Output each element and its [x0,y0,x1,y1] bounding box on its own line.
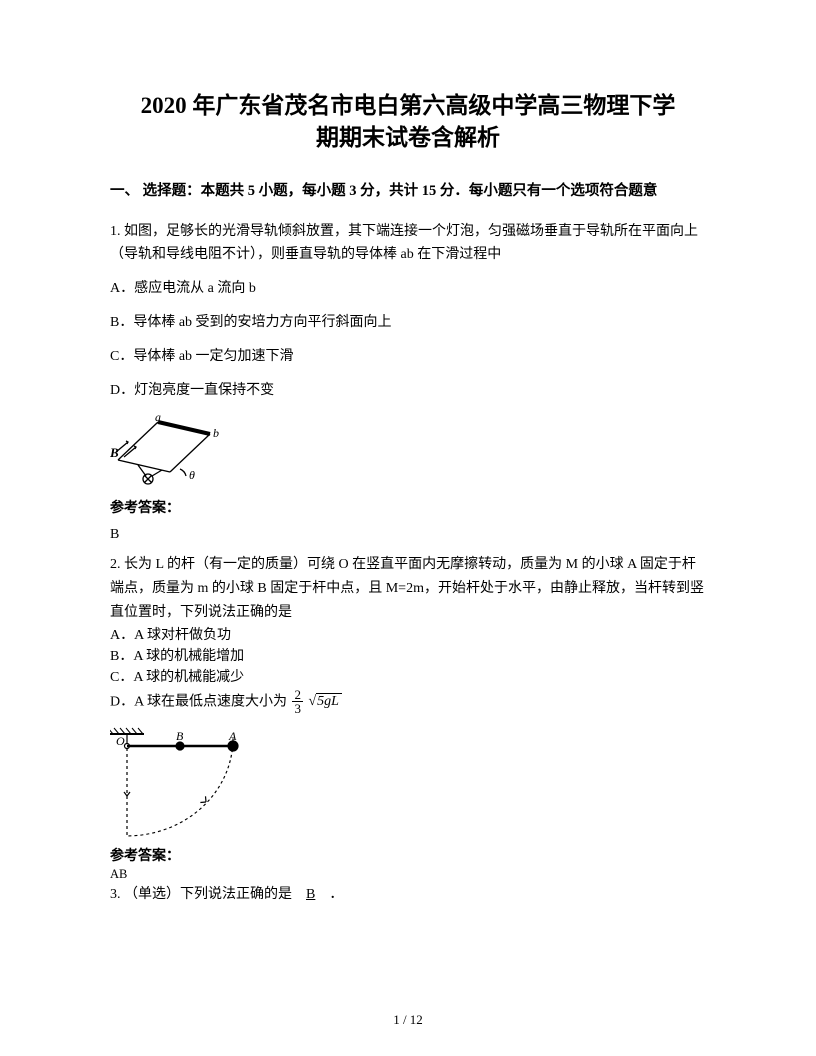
frac-num: 2 [292,688,303,703]
q2-stem: 2. 长为 L 的杆（有一定的质量）可绕 O 在竖直平面内无摩擦转动，质量为 M… [110,553,706,624]
q2-fig-label-O: O [116,734,125,748]
page-title: 2020 年广东省茂名市电白第六高级中学高三物理下学 期期末试卷含解析 [110,90,706,154]
page: 2020 年广东省茂名市电白第六高级中学高三物理下学 期期末试卷含解析 一、 选… [0,0,816,1056]
q1-fig-label-theta: θ [189,468,195,482]
q2-option-b: B．A 球的机械能增加 [110,646,706,667]
q1-stem: 1. 如图，足够长的光滑导轨倾斜放置，其下端连接一个灯泡，匀强磁场垂直于导轨所在… [110,220,706,268]
q1-answer: B [110,527,706,543]
q1-fig-label-B: B [110,445,119,460]
q2-fig-label-A: A [228,729,237,743]
q1-fig-label-a: a [155,412,161,424]
fraction-icon: 2 3 [292,688,303,716]
q3-stem: 3. （单选）下列说法正确的是 B ． [110,884,706,905]
radicand: 5gL [316,693,342,709]
title-line-1: 2020 年广东省茂名市电白第六高级中学高三物理下学 [141,93,676,118]
page-number: 1 / 12 [0,1012,816,1028]
q2-option-c: C．A 球的机械能减少 [110,667,706,688]
frac-den: 3 [292,702,303,716]
q1-option-d: D．灯泡亮度一直保持不变 [110,379,706,403]
q1-option-b: B．导体棒 ab 受到的安培力方向平行斜面向上 [110,311,706,335]
q2-answer-label: 参考答案： [110,845,706,865]
q2-option-a: A．A 球对杆做负功 [110,625,706,646]
q2-option-d-prefix: D．A 球在最低点速度大小为 [110,694,287,709]
q2-formula: 2 3 √5gL [290,688,341,716]
q2-fig-label-B: B [176,729,184,743]
q2-figure: O B A [110,726,706,841]
q1-figure: B a b θ [110,412,706,487]
q1-answer-label: 参考答案： [110,497,706,517]
q1-fig-label-b: b [213,426,219,440]
title-line-2: 期期末试卷含解析 [316,125,500,150]
section-header: 一、 选择题：本题共 5 小题，每小题 3 分，共计 15 分．每小题只有一个选… [110,180,706,203]
q1-option-a: A．感应电流从 a 流向 b [110,277,706,301]
q3-stem-suffix: ． [315,887,343,902]
q1-option-c: C．导体棒 ab 一定匀加速下滑 [110,345,706,369]
q2-answer: AB [110,865,706,884]
q3-stem-prefix: 3. （单选）下列说法正确的是 [110,887,306,902]
sqrt-icon: √5gL [308,691,341,712]
q3-blank: B [306,887,315,902]
q2-option-d: D．A 球在最低点速度大小为 2 3 √5gL [110,688,706,716]
